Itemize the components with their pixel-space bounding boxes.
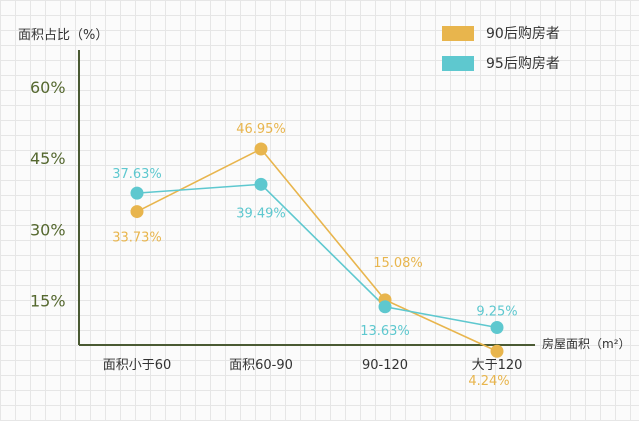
data-point bbox=[378, 300, 392, 314]
data-point bbox=[490, 321, 504, 335]
data-label: 37.63% bbox=[112, 167, 162, 182]
legend-item-95s: 95后购房者 bbox=[442, 54, 560, 72]
x-tick-label: 面积小于60 bbox=[103, 358, 172, 373]
series-line-0 bbox=[136, 147, 498, 352]
y-axis-title: 面积占比（%） bbox=[18, 28, 108, 43]
y-tick-label: 45% bbox=[30, 149, 66, 168]
legend-label-90s: 90后购房者 bbox=[486, 26, 560, 42]
legend: 90后购房者 95后购房者 bbox=[442, 24, 560, 84]
data-label: 9.25% bbox=[476, 305, 517, 320]
x-tick-label: 大于120 bbox=[472, 358, 523, 373]
x-axis-title: 房屋面积（m²） bbox=[542, 336, 631, 351]
legend-label-95s: 95后购房者 bbox=[486, 56, 560, 72]
data-label: 13.63% bbox=[360, 324, 410, 339]
y-tick-label: 30% bbox=[30, 220, 66, 239]
x-tick-label: 90-120 bbox=[362, 358, 408, 373]
y-tick-label: 60% bbox=[30, 78, 66, 97]
legend-swatch-90s bbox=[442, 25, 474, 41]
y-tick-label: 15% bbox=[30, 291, 66, 310]
data-point bbox=[254, 177, 268, 191]
data-label: 46.95% bbox=[236, 122, 286, 137]
data-point bbox=[130, 186, 144, 200]
data-label: 15.08% bbox=[373, 256, 423, 271]
legend-item-90s: 90后购房者 bbox=[442, 24, 560, 42]
data-point bbox=[130, 205, 144, 219]
data-label: 39.49% bbox=[236, 206, 286, 221]
data-point bbox=[254, 142, 268, 156]
legend-swatch-95s bbox=[442, 55, 474, 71]
data-label: 4.24% bbox=[468, 374, 509, 389]
x-tick-label: 面积60-90 bbox=[229, 358, 293, 373]
data-point bbox=[490, 344, 504, 358]
data-label: 33.73% bbox=[112, 231, 162, 246]
series-line-1 bbox=[136, 183, 498, 329]
